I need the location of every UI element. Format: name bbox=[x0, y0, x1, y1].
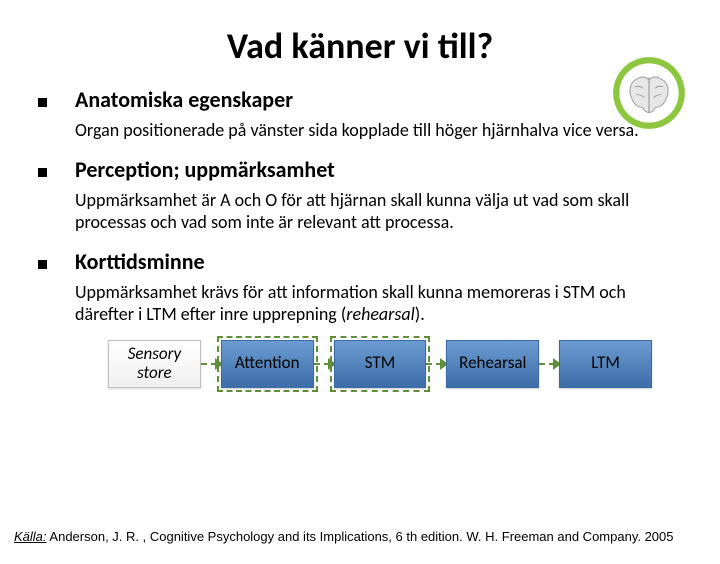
section-heading: Perception; uppmärksamhet bbox=[75, 156, 335, 183]
bullet-icon bbox=[38, 260, 47, 269]
section-body: Organ positionerade på vänster sida kopp… bbox=[75, 119, 682, 142]
memory-flow-diagram: Sensory store Attention STM Rehearsal LT… bbox=[108, 340, 652, 388]
brain-icon bbox=[610, 54, 688, 132]
section-heading: Anatomiska egenskaper bbox=[75, 86, 293, 113]
source-text: Anderson, J. R. , Cognitive Psychology a… bbox=[47, 529, 674, 544]
section-1: Anatomiska egenskaper Organ positionerad… bbox=[58, 86, 682, 142]
flow-box-stm: STM bbox=[334, 340, 427, 388]
section-3: Korttidsminne Uppmärksamhet krävs för at… bbox=[58, 248, 682, 326]
section-body: Uppmärksamhet är A och O för att hjärnan… bbox=[75, 189, 682, 234]
section-heading: Korttidsminne bbox=[75, 248, 205, 275]
section-body: Uppmärksamhet krävs för att information … bbox=[75, 281, 682, 326]
flow-box-rehearsal: Rehearsal bbox=[446, 340, 539, 388]
section-2: Perception; uppmärksamhet Uppmärksamhet … bbox=[58, 156, 682, 234]
source-label: Källa: bbox=[14, 529, 47, 544]
flow-box-ltm: LTM bbox=[559, 340, 652, 388]
arrow-icon bbox=[201, 359, 221, 369]
arrow-icon bbox=[314, 359, 334, 369]
flow-box-attention: Attention bbox=[221, 340, 314, 388]
flow-box-sensory-store: Sensory store bbox=[108, 340, 201, 388]
arrow-icon bbox=[426, 359, 446, 369]
arrow-icon bbox=[539, 359, 559, 369]
bullet-icon bbox=[38, 168, 47, 177]
source-citation: Källa: Anderson, J. R. , Cognitive Psych… bbox=[14, 529, 706, 544]
bullet-icon bbox=[38, 98, 47, 107]
